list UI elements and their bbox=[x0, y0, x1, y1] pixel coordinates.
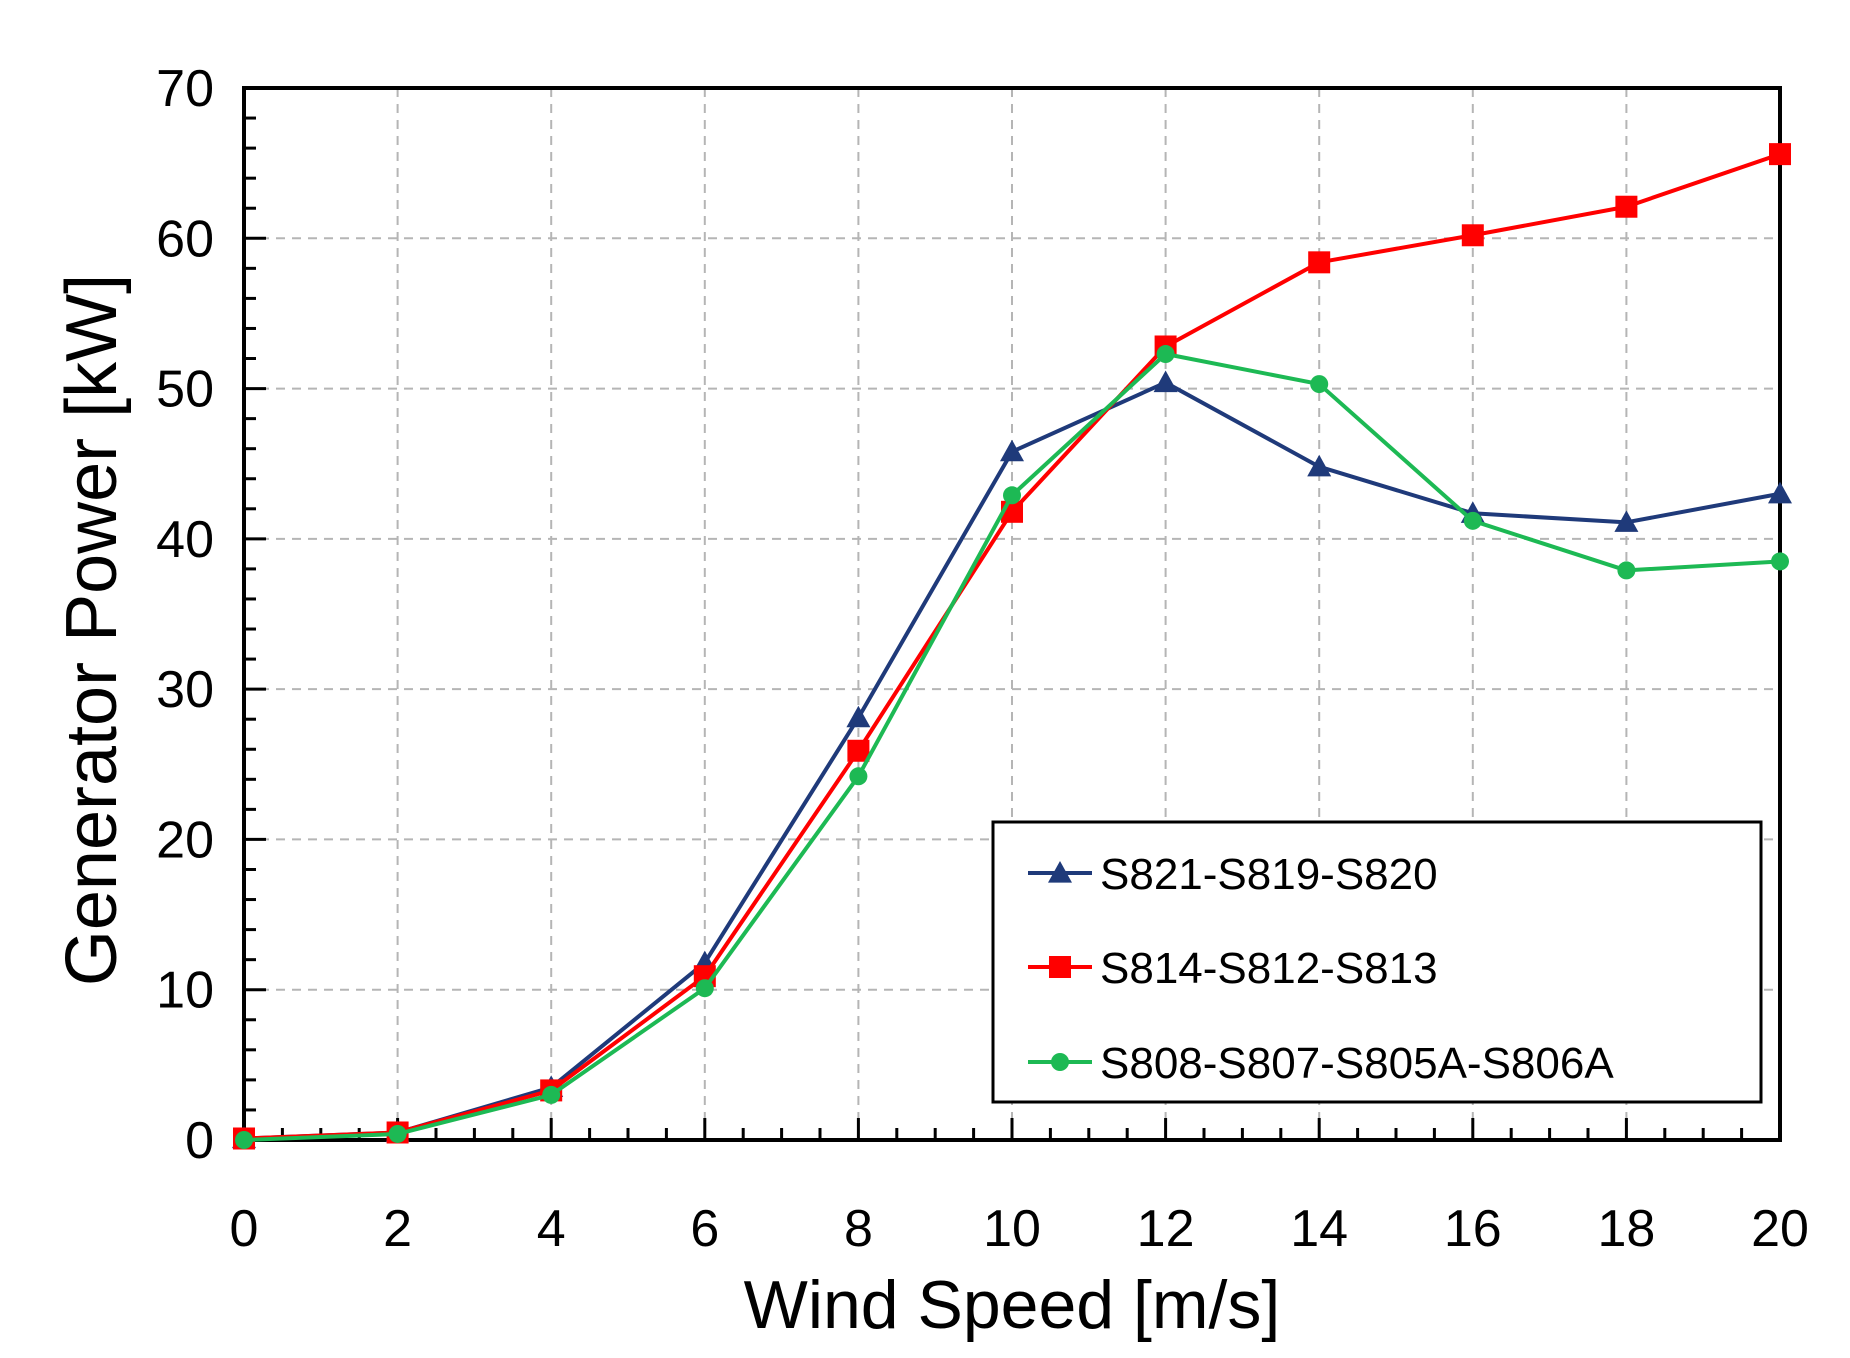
data-point bbox=[1003, 486, 1021, 505]
x-tick-label: 2 bbox=[383, 1200, 412, 1258]
x-tick-label: 0 bbox=[230, 1200, 259, 1258]
y-tick-label: 20 bbox=[156, 811, 214, 869]
data-point bbox=[1156, 345, 1175, 364]
legend-box bbox=[991, 820, 1763, 1104]
y-axis-title: Generator Power [kW] bbox=[52, 274, 132, 986]
data-point bbox=[847, 739, 870, 762]
data-point bbox=[1461, 224, 1484, 247]
legend-swatch-marker bbox=[1049, 956, 1071, 978]
y-tick-label: 30 bbox=[156, 661, 214, 719]
x-tick-label: 8 bbox=[844, 1200, 873, 1258]
data-point bbox=[388, 1124, 407, 1143]
x-tick-label: 18 bbox=[1597, 1200, 1655, 1258]
y-tick-label: 10 bbox=[156, 962, 214, 1020]
data-point bbox=[1615, 195, 1638, 218]
data-point bbox=[849, 767, 868, 786]
y-tick-label: 40 bbox=[156, 511, 214, 569]
legend-swatch-marker bbox=[1048, 861, 1072, 883]
x-tick-label: 6 bbox=[690, 1200, 719, 1258]
legend-swatch-marker bbox=[1051, 1053, 1069, 1071]
x-tick-label: 20 bbox=[1751, 1200, 1809, 1258]
legend-entry: S814-S812-S813 bbox=[1028, 944, 1438, 993]
legend-entry: S821-S819-S820 bbox=[1028, 850, 1438, 899]
data-point bbox=[1000, 439, 1024, 462]
x-tick-label: 4 bbox=[537, 1200, 566, 1258]
data-point bbox=[235, 1131, 253, 1149]
x-tick-label: 10 bbox=[983, 1200, 1041, 1258]
series-layer bbox=[232, 143, 1792, 1150]
legend-label: S814-S812-S813 bbox=[1100, 944, 1438, 993]
plot-area-frame bbox=[242, 86, 1782, 1142]
y-tick-label: 0 bbox=[185, 1112, 214, 1170]
data-point bbox=[1768, 481, 1792, 504]
y-tick-label: 60 bbox=[156, 210, 214, 268]
legend-label: S808-S807-S805A-S806A bbox=[1100, 1039, 1614, 1088]
data-point bbox=[1153, 370, 1178, 393]
data-point bbox=[1463, 511, 1482, 530]
tick-label-layer: 0 2 4 6 8 10 12 14 16 18 20 0 10 20 30 40 50 60 70 bbox=[156, 60, 1809, 1258]
data-point bbox=[1769, 143, 1791, 166]
data-point bbox=[846, 705, 871, 728]
legend-entry: S808-S807-S805A-S806A bbox=[1028, 1039, 1614, 1088]
legend-label: S821-S819-S820 bbox=[1100, 850, 1438, 899]
data-point bbox=[695, 979, 714, 998]
data-point bbox=[1307, 454, 1332, 477]
legend-entries: S821-S819-S820 S814-S812-S813 S808-S807-S8… bbox=[1028, 850, 1614, 1088]
x-tick-label: 16 bbox=[1444, 1200, 1502, 1258]
y-tick-label: 70 bbox=[156, 60, 214, 118]
data-point bbox=[1614, 510, 1639, 532]
x-axis-title: Wind Speed [m/s] bbox=[744, 1267, 1281, 1343]
data-point bbox=[1310, 375, 1329, 394]
x-tick-label: 14 bbox=[1290, 1200, 1348, 1258]
series-s808-s807-s805a-s806a bbox=[235, 345, 1789, 1149]
y-tick-label: 50 bbox=[156, 361, 214, 419]
legend: S821-S819-S820 S814-S812-S813 S808-S807-S8… bbox=[991, 820, 1763, 1104]
data-point bbox=[1771, 552, 1789, 571]
data-point bbox=[542, 1085, 561, 1104]
data-point bbox=[1617, 561, 1636, 580]
data-point bbox=[1308, 251, 1331, 274]
x-tick-label: 12 bbox=[1137, 1200, 1195, 1258]
